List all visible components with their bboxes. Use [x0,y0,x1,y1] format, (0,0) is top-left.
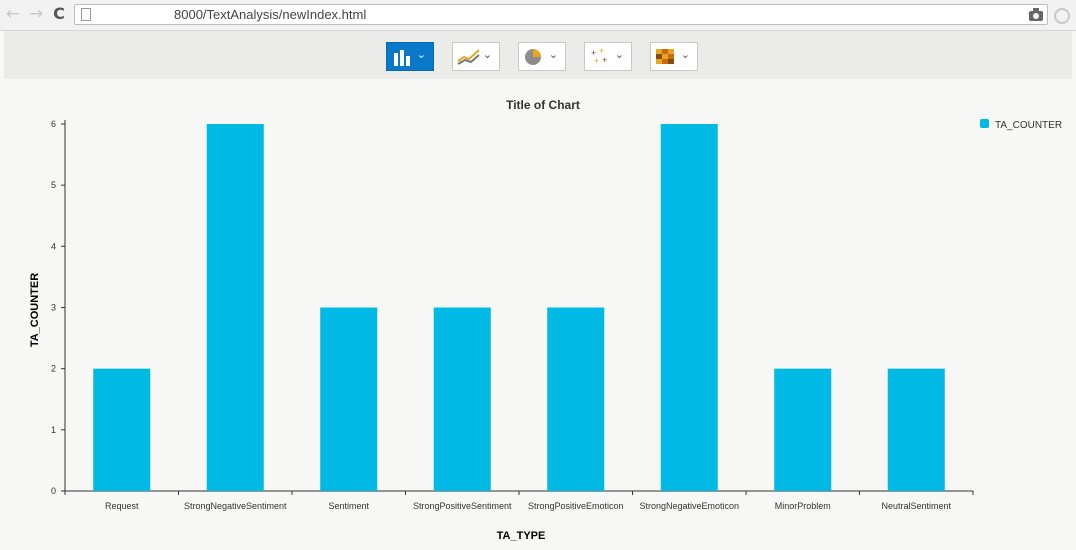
column-chart-icon [394,50,410,66]
legend-swatch [980,119,989,128]
y-tick-label: 3 [51,303,56,313]
y-tick-label: 0 [51,486,56,496]
y-tick-label: 4 [51,241,56,251]
extension-icon[interactable] [1052,6,1070,24]
svg-text:+: + [591,48,596,58]
bar [774,368,832,491]
bar-chart: Title of Chart TA_COUNTER TA_TYPE 0 1 2 3 4 5… [29,98,1062,542]
back-button[interactable]: ← [5,4,21,24]
svg-text:+: + [594,56,599,66]
bar [887,368,945,491]
heatmap-chart-icon [656,49,674,64]
y-axis-title: TA_COUNTER [29,273,41,347]
pie-chart-button[interactable]: ⌄ [518,42,566,71]
x-tick-label: StrongNegativeSentiment [184,501,287,511]
scatter-chart-icon: + + + + [591,47,607,66]
chevron-down-icon: ⌄ [680,48,690,61]
chart-title: Title of Chart [506,98,580,112]
x-tick-label: Request [105,501,139,511]
line-chart-icon [457,49,480,65]
x-tick-label: Sentiment [328,501,369,511]
reload-button[interactable]: C [53,4,65,23]
bar [93,368,151,491]
bar [660,124,718,491]
x-tick-label: MinorProblem [775,501,831,511]
x-axis-title: TA_TYPE [497,530,546,542]
pie-chart-icon [525,49,541,65]
chevron-down-icon: ⌄ [548,48,558,61]
page-icon [81,8,91,21]
y-tick-label: 2 [51,364,56,374]
svg-text:+: + [599,47,604,56]
x-tick-label: StrongNegativeEmoticon [639,501,739,511]
bar [433,307,491,491]
forward-button[interactable]: → [28,4,44,24]
column-chart-button[interactable]: ⌄ [386,42,434,71]
heatmap-chart-button[interactable]: ⌄ [650,42,698,71]
scatter-chart-button[interactable]: + + + + ⌄ [584,42,632,71]
chevron-down-icon: ⌄ [482,48,492,61]
bar [547,307,605,491]
legend-label: TA_COUNTER [995,120,1062,131]
chevron-down-icon: ⌄ [416,48,426,61]
legend: TA_COUNTER [980,119,1062,131]
y-tick-label: 1 [51,425,56,435]
y-tick-label: 5 [51,180,56,190]
y-tick-label: 6 [51,119,56,129]
chevron-down-icon: ⌄ [614,48,624,61]
bar [206,124,264,491]
plot-area: 0 1 2 3 4 5 6 Request StrongNegativeSentiment Sen… [51,119,974,511]
line-chart-button[interactable]: ⌄ [452,42,500,71]
svg-text:+: + [602,55,607,65]
camera-icon[interactable] [1027,6,1045,24]
x-tick-label: StrongPositiveEmoticon [528,501,624,511]
x-tick-label: NeutralSentiment [881,501,951,511]
x-tick-label: StrongPositiveSentiment [413,501,512,511]
bar [320,307,378,491]
url-text[interactable]: 8000/TextAnalysis/newIndex.html [174,7,367,22]
address-bar[interactable]: 8000/TextAnalysis/newIndex.html ☆ [74,4,1048,25]
chart-type-toolbar: ⌄ ⌄ ⌄ + + + + ⌄ [4,31,1072,79]
browser-toolbar: ← → C 8000/TextAnalysis/newIndex.html ☆ [0,0,1076,31]
